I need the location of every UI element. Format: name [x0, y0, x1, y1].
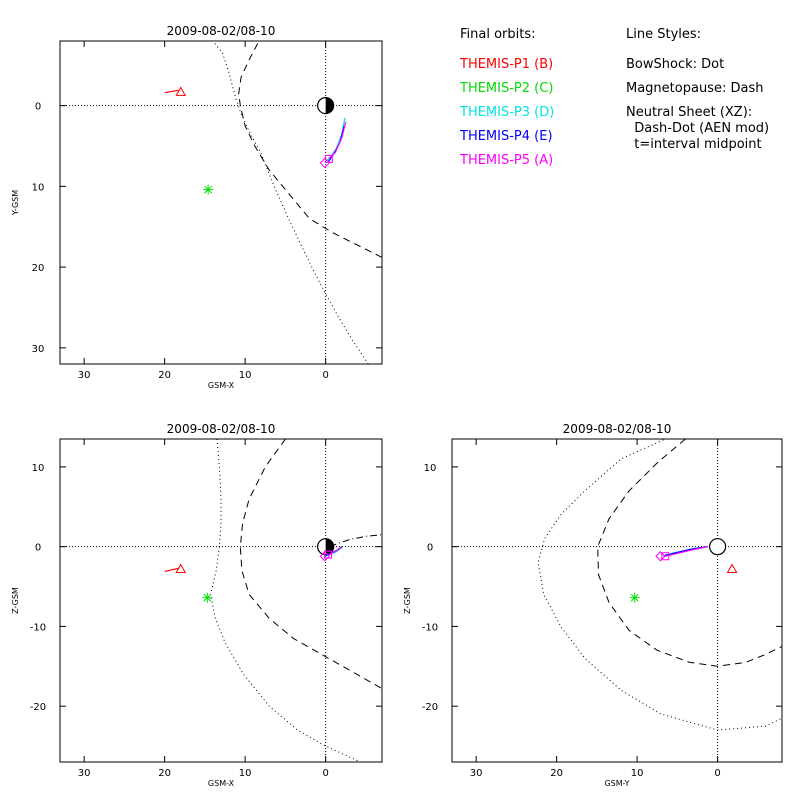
asterisk-marker	[629, 592, 640, 603]
earth-night-side	[325, 97, 334, 114]
x-tick-label: 0	[322, 768, 328, 779]
bowshock-curve	[537, 439, 782, 731]
x-tick-label: 0	[322, 370, 328, 381]
orbit-path-5	[328, 547, 342, 556]
triangle-marker	[726, 563, 738, 573]
diamond-marker	[319, 157, 331, 169]
legend-item-p1: THEMIS-P1 (B)	[460, 57, 554, 72]
triangle-marker	[175, 86, 187, 96]
orbit-path-1	[164, 567, 180, 572]
y-tick-label: 20	[32, 263, 45, 274]
x-tick-label: 20	[158, 370, 171, 381]
line-style-neutral-sheet: Neutral Sheet (XZ):	[626, 105, 753, 120]
triangle-marker	[175, 563, 187, 573]
legend-heading: Final orbits:	[460, 27, 536, 42]
orbit-path-3	[326, 117, 346, 161]
line-style-magnetopause: Magnetopause: Dash	[626, 81, 764, 96]
diamond-marker	[655, 551, 666, 562]
bowshock-curve	[209, 439, 361, 762]
panel-title: 2009-08-02/08-10	[167, 24, 276, 38]
asterisk-marker	[202, 592, 213, 603]
y-tick-label: 10	[424, 463, 437, 474]
orbit-path-5	[665, 546, 709, 557]
x-tick-label: 10	[239, 370, 252, 381]
plot-frame	[451, 438, 783, 763]
bowshock-curve	[212, 41, 369, 364]
x-tick-label: 30	[470, 768, 483, 779]
magnetopause-curve	[239, 439, 382, 690]
magnetopause-curve	[597, 439, 782, 667]
x-axis-label: GSM-X	[208, 381, 235, 390]
legend-item-p4: THEMIS-P4 (E)	[460, 129, 553, 144]
plot-area	[452, 439, 782, 762]
y-axis-label: Z-GSM	[403, 587, 412, 614]
y-tick-label: 30	[32, 344, 45, 355]
asterisk-stroke	[204, 185, 213, 194]
y-axis-label: Z-GSM	[11, 587, 20, 614]
legend-item-p5: THEMIS-P5 (A)	[460, 153, 554, 168]
y-tick-label: -10	[422, 622, 438, 633]
x-tick-label: 10	[631, 768, 644, 779]
x-axis-label: GSM-Y	[604, 779, 629, 788]
asterisk-stroke	[630, 593, 639, 602]
panel-title: 2009-08-02/08-10	[563, 422, 672, 436]
y-tick-label: 0	[35, 102, 41, 113]
x-tick-label: 30	[78, 768, 91, 779]
asterisk-stroke	[203, 593, 212, 602]
plot-frame	[59, 438, 383, 763]
legend-item-p3: THEMIS-P3 (D)	[460, 105, 555, 120]
plot-frame	[59, 40, 383, 365]
x-tick-label: 20	[550, 768, 563, 779]
line-style-bowshock: BowShock: Dot	[626, 57, 725, 72]
line-style-midpoint: t=interval midpoint	[626, 137, 762, 152]
asterisk-marker	[203, 184, 214, 195]
x-tick-label: 0	[714, 768, 720, 779]
y-tick-label: 10	[32, 463, 45, 474]
y-tick-label: -20	[30, 702, 46, 713]
neutral-sheet-curve	[329, 534, 382, 548]
x-tick-label: 20	[158, 768, 171, 779]
plot-area	[60, 439, 382, 762]
x-tick-label: 10	[239, 768, 252, 779]
square-marker	[661, 552, 670, 561]
panel-3: 2009-08-02/08-10 30 20 10 0 10 0 -10 -20 GSM-Y Z-G…	[403, 422, 783, 788]
line-styles-heading: Line Styles:	[626, 27, 702, 42]
earth-disk	[709, 538, 727, 556]
legend-item-p2: THEMIS-P2 (C)	[460, 81, 554, 96]
line-style-dash-dot: Dash-Dot (AEN mod)	[626, 121, 770, 136]
panel-1: 2009-08-02/08-10 30 20 10 0 0 10 20 30 GSM-X Y-GSM	[11, 24, 383, 390]
y-tick-label: -20	[422, 702, 438, 713]
plot-area	[60, 41, 382, 364]
panel-title: 2009-08-02/08-10	[167, 422, 276, 436]
diamond-marker	[319, 551, 331, 562]
x-axis-label: GSM-X	[208, 779, 235, 788]
orbit-path-1	[164, 89, 179, 94]
panel-2: 2009-08-02/08-10 30 20 10 0 10 0 -10 -20 GSM-X Z-G…	[11, 422, 383, 788]
earth-icon	[317, 96, 335, 115]
earth-icon	[709, 538, 727, 556]
y-tick-label: -10	[30, 622, 46, 633]
y-tick-label: 10	[32, 182, 45, 193]
magnetopause-curve	[238, 41, 382, 258]
y-tick-label: 0	[427, 543, 433, 554]
y-tick-label: 0	[35, 543, 41, 554]
x-tick-label: 30	[78, 370, 91, 381]
y-axis-label: Y-GSM	[11, 190, 20, 216]
